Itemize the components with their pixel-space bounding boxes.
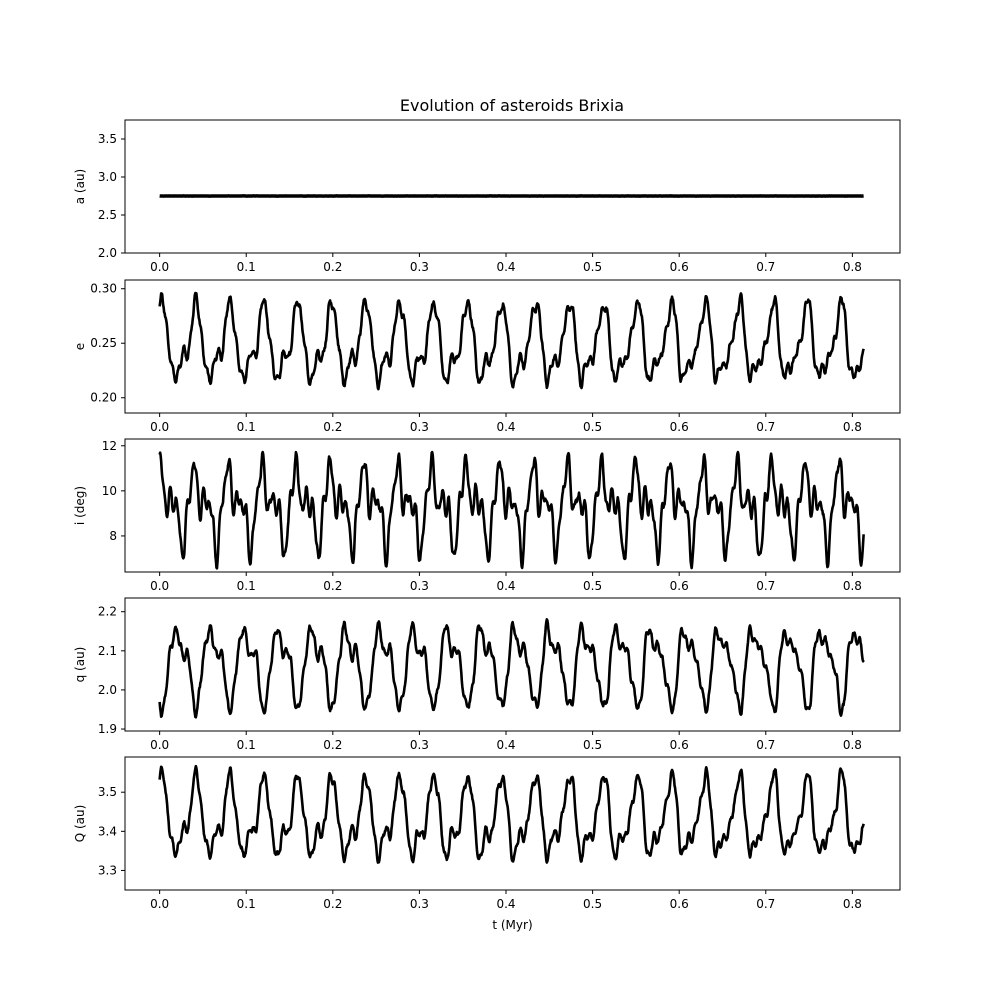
xtick-label-q-4: 0.4 [496,738,515,752]
chart-title: Evolution of asteroids Brixia [400,96,624,115]
xtick-label-q-2: 0.2 [323,738,342,752]
xtick-label-a-4: 0.4 [496,260,515,274]
xtick-label-e-8: 0.8 [843,420,862,434]
xtick-label-i-8: 0.8 [843,579,862,593]
xtick-label-i-4: 0.4 [496,579,515,593]
xtick-label-a-3: 0.3 [410,260,429,274]
ytick-label-Q-1: 3.4 [98,824,117,838]
xtick-label-q-5: 0.5 [583,738,602,752]
xtick-label-i-5: 0.5 [583,579,602,593]
ytick-label-a-0: 2.0 [98,246,117,260]
xtick-label-Q-8: 0.8 [843,897,862,911]
xtick-label-Q-7: 0.7 [756,897,775,911]
xtick-label-q-6: 0.6 [670,738,689,752]
xtick-label-e-2: 0.2 [323,420,342,434]
xlabel: t (Myr) [492,918,532,932]
xtick-label-a-2: 0.2 [323,260,342,274]
xtick-label-q-0: 0.0 [150,738,169,752]
xtick-label-i-7: 0.7 [756,579,775,593]
xtick-label-a-6: 0.6 [670,260,689,274]
ytick-label-Q-2: 3.5 [98,785,117,799]
ytick-label-q-1: 2.0 [98,683,117,697]
xtick-label-a-7: 0.7 [756,260,775,274]
ytick-label-a-2: 3.0 [98,170,117,184]
ytick-label-i-1: 10 [102,484,117,498]
ytick-label-i-2: 12 [102,439,117,453]
xtick-label-Q-0: 0.0 [150,897,169,911]
xtick-label-i-0: 0.0 [150,579,169,593]
xtick-label-e-4: 0.4 [496,420,515,434]
xtick-label-Q-6: 0.6 [670,897,689,911]
xtick-label-e-5: 0.5 [583,420,602,434]
ylabel-Q: Q (au) [73,805,87,843]
xtick-label-a-8: 0.8 [843,260,862,274]
xtick-label-Q-3: 0.3 [410,897,429,911]
xtick-label-Q-4: 0.4 [496,897,515,911]
xtick-label-Q-5: 0.5 [583,897,602,911]
ylabel-a: a (au) [73,169,87,205]
xtick-label-i-2: 0.2 [323,579,342,593]
xtick-label-e-3: 0.3 [410,420,429,434]
ytick-label-e-0: 0.20 [90,391,117,405]
ylabel-q: q (au) [73,647,87,683]
xtick-label-i-3: 0.3 [410,579,429,593]
xtick-label-e-0: 0.0 [150,420,169,434]
ytick-label-q-2: 2.1 [98,644,117,658]
ytick-label-i-0: 8 [109,529,117,543]
xtick-label-q-8: 0.8 [843,738,862,752]
xtick-label-q-3: 0.3 [410,738,429,752]
ytick-label-e-2: 0.30 [90,282,117,296]
xtick-label-i-1: 0.1 [237,579,256,593]
ylabel-i: i (deg) [73,486,87,525]
ytick-label-q-0: 1.9 [98,722,117,736]
ytick-label-a-3: 3.5 [98,132,117,146]
xtick-label-e-1: 0.1 [237,420,256,434]
xtick-label-e-7: 0.7 [756,420,775,434]
ytick-label-q-3: 2.2 [98,605,117,619]
xtick-label-Q-1: 0.1 [237,897,256,911]
xtick-label-a-1: 0.1 [237,260,256,274]
ytick-label-a-1: 2.5 [98,208,117,222]
xtick-label-i-6: 0.6 [670,579,689,593]
xtick-label-Q-2: 0.2 [323,897,342,911]
xtick-label-q-7: 0.7 [756,738,775,752]
ytick-label-Q-0: 3.3 [98,863,117,877]
ylabel-e: e [73,343,87,350]
xtick-label-q-1: 0.1 [237,738,256,752]
xtick-label-e-6: 0.6 [670,420,689,434]
xtick-label-a-0: 0.0 [150,260,169,274]
xtick-label-a-5: 0.5 [583,260,602,274]
ytick-label-e-1: 0.25 [90,336,117,350]
